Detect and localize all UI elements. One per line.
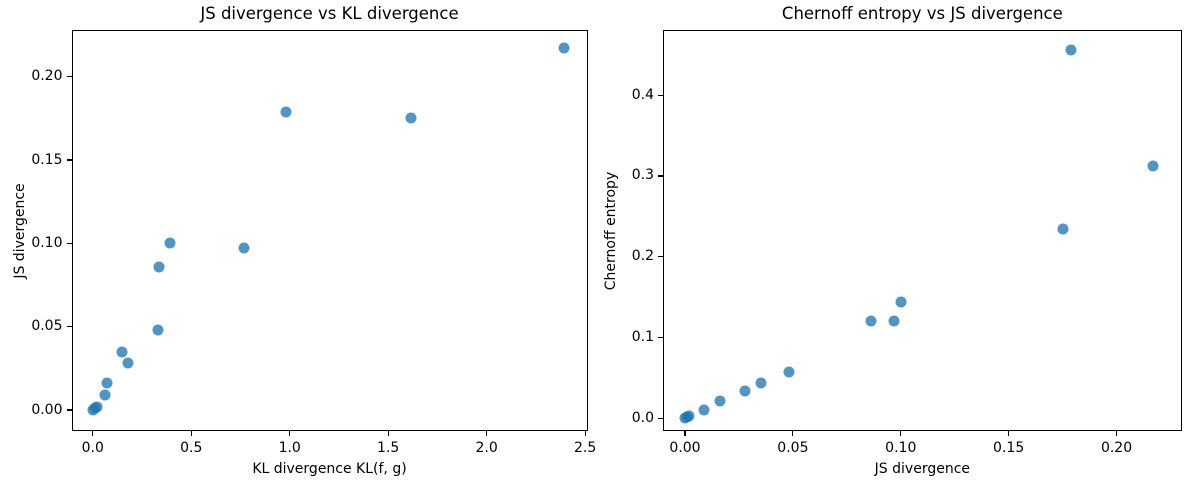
x-tick bbox=[900, 431, 902, 436]
data-point bbox=[116, 346, 128, 358]
x-tick bbox=[792, 431, 794, 436]
x-tick bbox=[1115, 431, 1118, 436]
x-tick bbox=[289, 431, 291, 436]
x-tick-label: 0.00 bbox=[669, 440, 701, 456]
y-tick bbox=[66, 326, 72, 328]
data-point bbox=[122, 357, 134, 369]
data-point bbox=[895, 296, 907, 308]
data-point bbox=[739, 385, 751, 397]
data-point bbox=[698, 404, 710, 416]
y-tick bbox=[658, 175, 663, 177]
x-tick-label: 0.10 bbox=[885, 440, 917, 456]
y-tick-label: 0.2 bbox=[631, 248, 654, 265]
data-point bbox=[1057, 223, 1069, 235]
data-point bbox=[683, 410, 695, 422]
x-tick bbox=[1008, 431, 1010, 436]
data-point bbox=[99, 389, 111, 401]
data-point bbox=[783, 366, 795, 378]
x-tick bbox=[190, 431, 192, 436]
y-tick-label: 0.05 bbox=[31, 318, 63, 335]
y-tick-label: 0.00 bbox=[31, 401, 63, 418]
data-point bbox=[865, 315, 877, 327]
x-tick bbox=[387, 431, 389, 436]
y-tick bbox=[66, 242, 72, 244]
data-point bbox=[1147, 160, 1159, 172]
x-tick-label: 1.5 bbox=[377, 440, 400, 456]
x-tick-label: 2.5 bbox=[573, 440, 597, 456]
y-tick bbox=[658, 336, 663, 339]
y-tick-label: 0.3 bbox=[631, 167, 654, 184]
x-tick-label: 0.5 bbox=[180, 440, 203, 456]
data-point bbox=[558, 42, 570, 54]
y-tick-label: 0.15 bbox=[31, 151, 63, 168]
x-axis-label: JS divergence bbox=[874, 461, 971, 477]
data-point bbox=[888, 315, 900, 327]
x-tick-label: 2.0 bbox=[475, 440, 498, 456]
data-point bbox=[153, 261, 165, 273]
x-tick-label: 0.15 bbox=[993, 440, 1025, 456]
data-point bbox=[91, 401, 103, 413]
y-tick-label: 0.0 bbox=[631, 409, 654, 426]
y-tick-label: 0.1 bbox=[631, 329, 654, 346]
x-tick bbox=[684, 431, 686, 436]
x-tick bbox=[584, 431, 586, 436]
y-tick bbox=[66, 76, 72, 78]
data-point bbox=[152, 324, 164, 336]
data-point bbox=[755, 377, 767, 389]
plot-title: Chernoff entropy vs JS divergence bbox=[781, 4, 1063, 23]
data-point bbox=[280, 106, 292, 118]
axes-box bbox=[663, 30, 1182, 431]
x-axis-label: KL divergence KL(f, g) bbox=[252, 461, 407, 477]
plot-title: JS divergence vs KL divergence bbox=[200, 4, 459, 23]
y-tick bbox=[658, 94, 663, 96]
x-tick-label: 0.20 bbox=[1100, 440, 1133, 456]
y-tick-label: 0.10 bbox=[31, 234, 63, 251]
x-tick-label: 1.0 bbox=[278, 440, 301, 456]
y-tick-label: 0.4 bbox=[631, 86, 654, 103]
y-tick-label: 0.20 bbox=[31, 68, 63, 85]
x-tick bbox=[486, 431, 488, 436]
y-tick bbox=[66, 159, 72, 161]
data-point bbox=[405, 112, 417, 124]
y-tick bbox=[66, 409, 72, 411]
data-point bbox=[1065, 44, 1077, 56]
y-tick bbox=[658, 256, 663, 258]
y-axis-label: Chernoff entropy bbox=[603, 171, 619, 290]
data-point bbox=[101, 377, 113, 389]
data-point bbox=[714, 395, 726, 407]
y-tick bbox=[658, 417, 663, 419]
data-point bbox=[238, 242, 250, 254]
x-tick-label: 0.0 bbox=[81, 440, 104, 456]
x-tick bbox=[92, 431, 94, 436]
data-point bbox=[164, 237, 176, 249]
axes-box bbox=[71, 30, 588, 431]
x-tick-label: 0.05 bbox=[777, 440, 809, 456]
